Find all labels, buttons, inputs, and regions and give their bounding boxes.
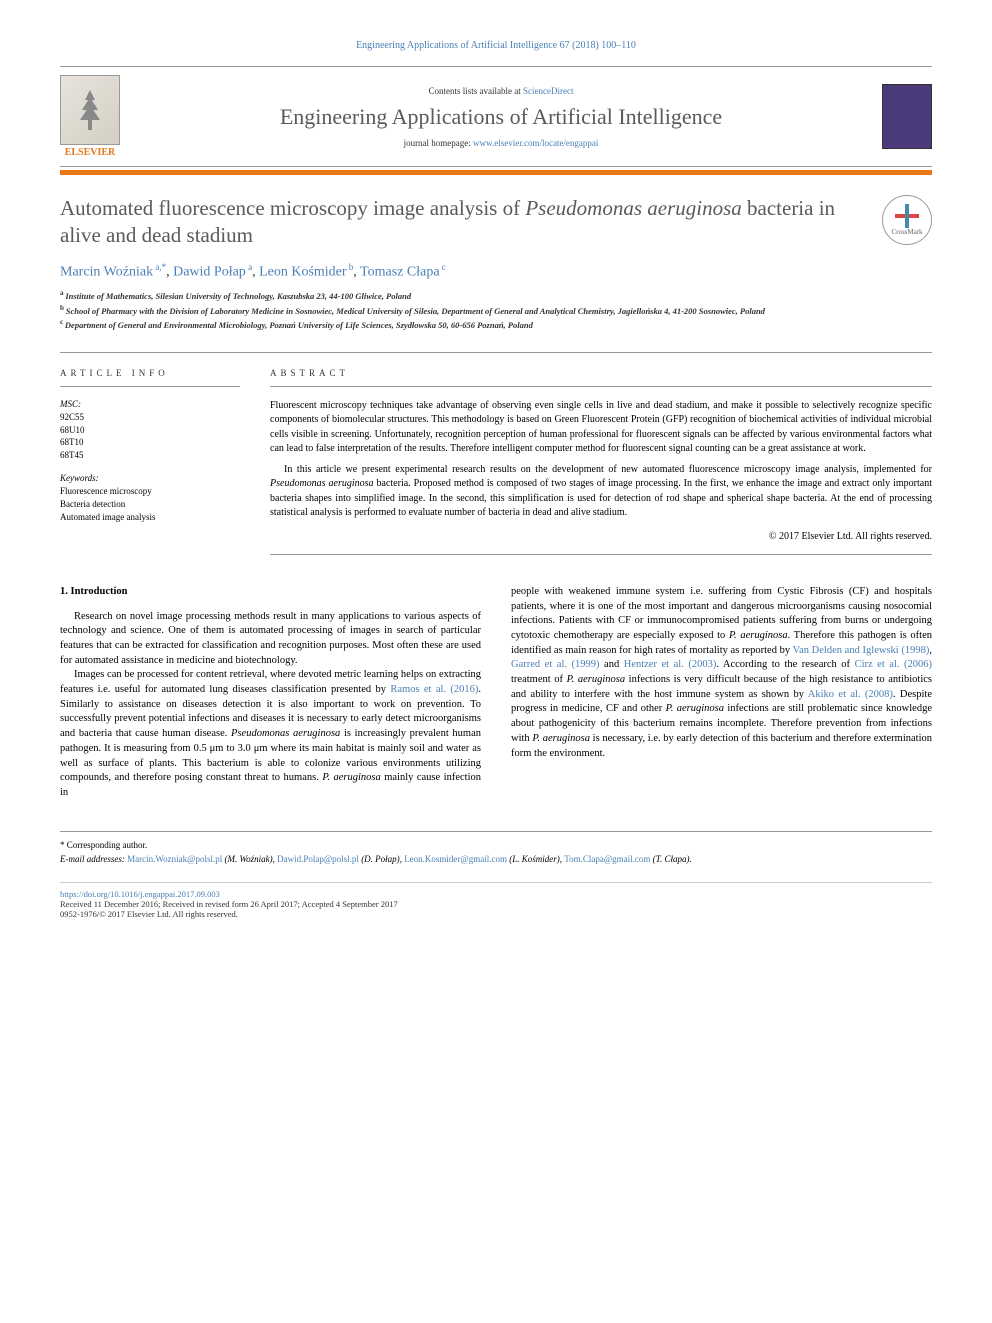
msc-label: MSC:: [60, 399, 240, 409]
ref-hentzer-2003[interactable]: Hentzer et al. (2003): [624, 659, 717, 670]
abstract-para-2: In this article we present experimental …: [270, 463, 932, 521]
author-affil-marker: a,*: [153, 262, 166, 272]
msc-code: 92C55: [60, 411, 240, 424]
msc-code: 68T10: [60, 436, 240, 449]
intro-para-3: people with weakened immune system i.e. …: [511, 585, 932, 761]
journal-name: Engineering Applications of Artificial I…: [132, 104, 870, 130]
column-left: 1. Introduction Research on novel image …: [60, 585, 481, 801]
issn-copyright: 0952-1976/© 2017 Elsevier Ltd. All right…: [60, 909, 932, 919]
keywords-label: Keywords:: [60, 473, 240, 483]
affiliation: a Institute of Mathematics, Silesian Uni…: [60, 288, 932, 303]
abstract: ABSTRACT Fluorescent microscopy techniqu…: [270, 368, 932, 555]
doi-link[interactable]: https://doi.org/10.1016/j.engappai.2017.…: [60, 889, 220, 899]
affiliation: b School of Pharmacy with the Division o…: [60, 303, 932, 318]
email-link[interactable]: Marcin.Wozniak@polsl.pl: [127, 854, 222, 864]
author[interactable]: Tomasz Cłapa: [360, 264, 440, 279]
abstract-header: ABSTRACT: [270, 368, 932, 387]
elsevier-tree-icon: [60, 75, 120, 145]
email-addresses: E-mail addresses: Marcin.Wozniak@polsl.p…: [60, 854, 932, 864]
ref-cirz-2006[interactable]: Cirz et al. (2006): [855, 659, 932, 670]
elsevier-logo-block: ELSEVIER: [60, 75, 120, 158]
msc-list: 92C5568U1068T1068T45: [60, 411, 240, 461]
homepage-url[interactable]: www.elsevier.com/locate/engappai: [473, 138, 598, 148]
body-content: 1. Introduction Research on novel image …: [60, 585, 932, 801]
author-affil-marker: a: [246, 262, 252, 272]
intro-para-2: Images can be processed for content retr…: [60, 668, 481, 800]
footer: * Corresponding author. E-mail addresses…: [60, 831, 932, 919]
author[interactable]: Marcin Woźniak: [60, 264, 153, 279]
keyword: Fluorescence microscopy: [60, 485, 240, 498]
ref-ramos-2016[interactable]: Ramos et al. (2016): [390, 684, 478, 695]
author[interactable]: Dawid Połap: [173, 264, 246, 279]
ref-vandelden-1998[interactable]: Van Delden and Iglewski (1998): [793, 645, 930, 656]
article-info: ARTICLE INFO MSC: 92C5568U1068T1068T45 K…: [60, 368, 240, 555]
article-info-header: ARTICLE INFO: [60, 368, 240, 387]
article-title: Automated fluorescence microscopy image …: [60, 195, 862, 250]
keyword: Bacteria detection: [60, 498, 240, 511]
header-citation: Engineering Applications of Artificial I…: [60, 40, 932, 51]
intro-para-1: Research on novel image processing metho…: [60, 610, 481, 669]
affiliations: a Institute of Mathematics, Silesian Uni…: [60, 288, 932, 332]
received-dates: Received 11 December 2016; Received in r…: [60, 899, 932, 909]
email-link[interactable]: Leon.Kosmider@gmail.com: [404, 854, 507, 864]
author[interactable]: Leon Kośmider: [259, 264, 346, 279]
elsevier-brand: ELSEVIER: [60, 147, 120, 158]
sciencedirect-link[interactable]: ScienceDirect: [523, 86, 573, 96]
msc-code: 68T45: [60, 449, 240, 462]
contents-available: Contents lists available at ScienceDirec…: [132, 86, 870, 96]
keyword: Automated image analysis: [60, 511, 240, 524]
crossmark-icon: [895, 204, 919, 228]
intro-heading: 1. Introduction: [60, 585, 481, 600]
journal-homepage: journal homepage: www.elsevier.com/locat…: [132, 138, 870, 148]
email-link[interactable]: Tom.Clapa@gmail.com: [564, 854, 650, 864]
msc-code: 68U10: [60, 424, 240, 437]
column-right: people with weakened immune system i.e. …: [511, 585, 932, 801]
author-affil-marker: c: [440, 262, 446, 272]
abstract-copyright: © 2017 Elsevier Ltd. All rights reserved…: [270, 531, 932, 555]
abstract-para-1: Fluorescent microscopy techniques take a…: [270, 399, 932, 457]
crossmark-badge[interactable]: CrossMark: [882, 195, 932, 245]
affiliation: c Department of General and Environmenta…: [60, 317, 932, 332]
ref-garred-1999[interactable]: Garred et al. (1999): [511, 659, 600, 670]
corresponding-author-note: * Corresponding author.: [60, 840, 932, 850]
journal-header: ELSEVIER Contents lists available at Sci…: [60, 66, 932, 167]
orange-separator: [60, 170, 932, 175]
email-link[interactable]: Dawid.Polap@polsl.pl: [277, 854, 359, 864]
journal-cover-thumb: [882, 84, 932, 149]
authors-list: Marcin Woźniak a,*, Dawid Połap a, Leon …: [60, 262, 932, 281]
author-affil-marker: b: [347, 262, 354, 272]
ref-akiko-2008[interactable]: Akiko et al. (2008): [808, 689, 893, 700]
keywords-list: Fluorescence microscopyBacteria detectio…: [60, 485, 240, 523]
